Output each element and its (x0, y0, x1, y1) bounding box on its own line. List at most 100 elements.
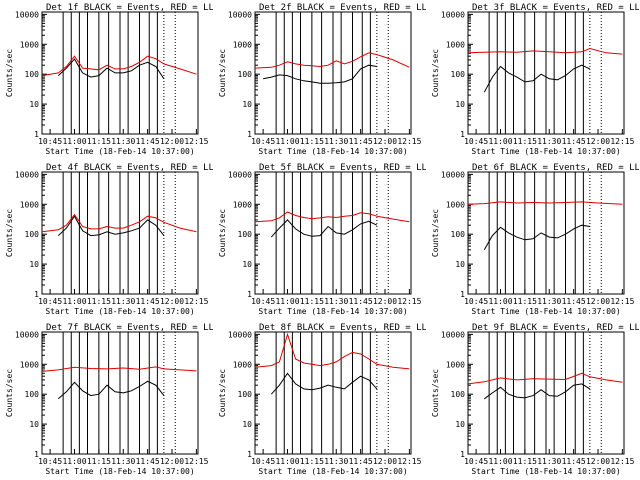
y-tick-label: 1 (247, 450, 252, 459)
x-tick-label: 11:15 (87, 137, 111, 146)
y-tick-label: 10 (29, 420, 39, 429)
x-tick-label: 11:45 (136, 137, 160, 146)
x-tick-label: 11:00 (275, 297, 299, 306)
x-tick-label: 11:45 (349, 457, 373, 466)
y-axis-label: Counts/sec (431, 369, 440, 417)
x-tick-label: 11:45 (136, 457, 160, 466)
y-tick-label: 10 (242, 100, 252, 109)
x-tick-label: 12:15 (610, 297, 634, 306)
y-tick-label: 1000 (446, 200, 465, 209)
lld-series-line (254, 211, 410, 223)
panel-title: Det 8f BLACK = Events, RED = LLD (259, 323, 426, 333)
events-series-line (483, 224, 590, 251)
detector-panel-9: Det 9f BLACK = Events, RED = LLD 1 10 100 10… (426, 320, 639, 480)
y-tick-label: 1000 (233, 200, 252, 209)
y-tick-label: 10000 (228, 330, 252, 339)
x-tick-label: 11:45 (349, 137, 373, 146)
y-tick-label: 10000 (228, 10, 252, 19)
events-series-line (57, 215, 165, 237)
x-tick-label: 11:30 (111, 137, 135, 146)
y-tick-label: 10000 (441, 10, 465, 19)
x-axis-label: Start Time (18-Feb-14 10:37:00) (45, 467, 194, 476)
events-series-line (270, 372, 378, 395)
x-tick-label: 12:00 (160, 297, 184, 306)
x-axis-label: Start Time (18-Feb-14 10:37:00) (45, 147, 194, 156)
y-tick-label: 1000 (446, 360, 465, 369)
x-axis-label: Start Time (18-Feb-14 10:37:00) (471, 147, 620, 156)
y-tick-label: 100 (451, 230, 466, 239)
y-tick-label: 1000 (446, 40, 465, 49)
y-tick-label: 100 (25, 70, 40, 79)
y-tick-label: 10000 (15, 330, 39, 339)
x-tick-label: 11:45 (562, 457, 586, 466)
detector-panel-3: Det 3f BLACK = Events, RED = LLD 1 10 100 10… (426, 0, 639, 160)
events-series-line (270, 219, 378, 238)
x-tick-label: 12:00 (586, 457, 610, 466)
x-tick-label: 12:15 (184, 457, 208, 466)
detector-panel-2: Det 2f BLACK = Events, RED = LLD 1 10 100 10… (213, 0, 426, 160)
x-tick-label: 12:15 (184, 297, 208, 306)
y-tick-label: 10 (455, 420, 465, 429)
y-tick-label: 1000 (233, 360, 252, 369)
y-tick-label: 100 (451, 70, 466, 79)
y-tick-label: 10 (455, 100, 465, 109)
x-tick-label: 11:00 (62, 457, 86, 466)
panel-chart-svg: Det 5f BLACK = Events, RED = LLD 1 10 100 10… (218, 163, 426, 316)
panel-chart-svg: Det 9f BLACK = Events, RED = LLD 1 10 100 10… (431, 323, 639, 476)
x-axis-label: Start Time (18-Feb-14 10:37:00) (258, 147, 407, 156)
x-tick-label: 11:15 (87, 297, 111, 306)
panel-title: Det 5f BLACK = Events, RED = LLD (259, 163, 426, 173)
y-tick-label: 1000 (20, 360, 39, 369)
lld-series-line (254, 52, 410, 69)
x-tick-label: 11:30 (324, 137, 348, 146)
x-tick-label: 10:45 (251, 297, 275, 306)
x-tick-label: 11:30 (111, 457, 135, 466)
x-tick-label: 11:00 (488, 457, 512, 466)
panel-chart-svg: Det 8f BLACK = Events, RED = LLD 1 10 100 10… (218, 323, 426, 476)
x-tick-label: 11:15 (513, 137, 537, 146)
y-axis-label: Counts/sec (218, 49, 227, 97)
y-tick-label: 10 (242, 260, 252, 269)
y-tick-label: 1 (247, 290, 252, 299)
y-tick-label: 100 (25, 230, 40, 239)
y-tick-label: 1 (34, 130, 39, 139)
y-tick-label: 1000 (20, 40, 39, 49)
y-tick-label: 10 (29, 100, 39, 109)
y-tick-label: 1 (247, 130, 252, 139)
y-tick-label: 1 (460, 130, 465, 139)
x-tick-label: 12:00 (586, 137, 610, 146)
x-tick-label: 11:00 (62, 297, 86, 306)
x-tick-label: 12:00 (373, 137, 397, 146)
x-tick-label: 10:45 (464, 297, 488, 306)
events-series-line (483, 64, 591, 93)
y-tick-label: 10000 (441, 330, 465, 339)
y-tick-label: 1 (34, 290, 39, 299)
x-tick-label: 11:00 (488, 137, 512, 146)
detector-panel-7: Det 7f BLACK = Events, RED = LLD 1 10 100 10… (0, 320, 213, 480)
x-tick-label: 12:00 (373, 297, 397, 306)
x-tick-label: 12:00 (373, 457, 397, 466)
detector-panel-4: Det 4f BLACK = Events, RED = LLD 1 10 100 10… (0, 160, 213, 320)
x-tick-label: 11:15 (300, 137, 324, 146)
y-axis-label: Counts/sec (218, 209, 227, 257)
y-tick-label: 1 (460, 290, 465, 299)
panel-chart-svg: Det 1f BLACK = Events, RED = LLD 1 10 100 10… (5, 3, 213, 156)
detector-panel-1: Det 1f BLACK = Events, RED = LLD 1 10 100 10… (0, 0, 213, 160)
x-axis-label: Start Time (18-Feb-14 10:37:00) (45, 307, 194, 316)
x-tick-label: 12:15 (610, 457, 634, 466)
panel-title: Det 3f BLACK = Events, RED = LLD (472, 3, 639, 13)
panel-chart-svg: Det 4f BLACK = Events, RED = LLD 1 10 100 10… (5, 163, 213, 316)
y-tick-label: 10000 (15, 170, 39, 179)
x-tick-label: 11:30 (537, 457, 561, 466)
x-axis-label: Start Time (18-Feb-14 10:37:00) (471, 467, 620, 476)
y-tick-label: 10 (242, 420, 252, 429)
y-axis-label: Counts/sec (5, 369, 14, 417)
x-tick-label: 11:45 (136, 297, 160, 306)
detector-panel-6: Det 6f BLACK = Events, RED = LLD 1 10 100 10… (426, 160, 639, 320)
x-tick-label: 11:15 (513, 457, 537, 466)
x-tick-label: 12:15 (610, 137, 634, 146)
y-tick-label: 1000 (20, 200, 39, 209)
x-tick-label: 11:00 (488, 297, 512, 306)
x-axis-label: Start Time (18-Feb-14 10:37:00) (258, 467, 407, 476)
y-axis-label: Counts/sec (5, 209, 14, 257)
